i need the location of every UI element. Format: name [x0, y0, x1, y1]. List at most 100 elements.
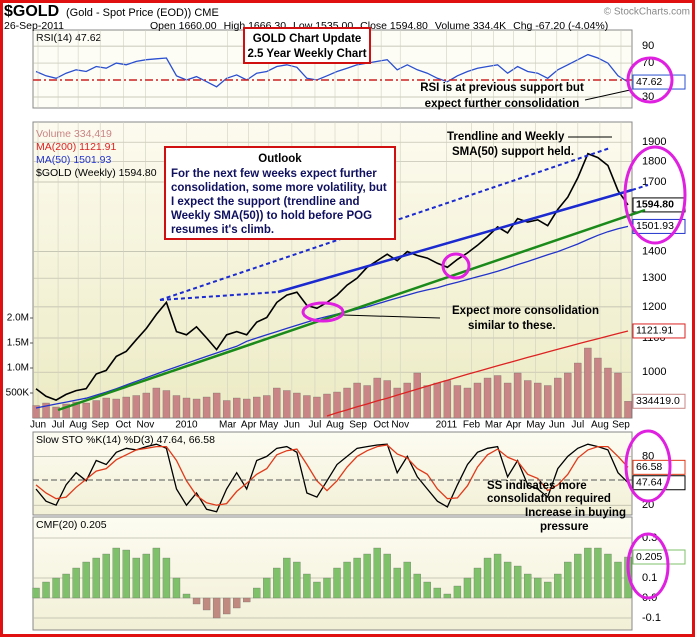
- bar: [624, 401, 632, 419]
- end-label: 66.58: [636, 461, 662, 473]
- trend-note: SMA(50) support held.: [452, 146, 574, 158]
- bar: [574, 362, 582, 419]
- annotations: GOLD Chart Update 2.5 Year Weekly Chart …: [164, 27, 687, 600]
- bar: [263, 395, 271, 419]
- bar: [594, 357, 602, 419]
- bar: [233, 397, 241, 419]
- bar: [473, 567, 482, 599]
- bar: [523, 573, 532, 599]
- end-label-box: [632, 475, 686, 491]
- bar: [333, 391, 341, 419]
- x-tick-label: Apr: [241, 420, 257, 431]
- bar: [343, 387, 351, 419]
- bar: [202, 597, 211, 611]
- bar: [534, 577, 542, 599]
- pointer: [584, 89, 631, 101]
- end-label: 1121.91: [636, 325, 673, 337]
- bar: [233, 597, 241, 609]
- bar: [413, 573, 421, 599]
- bar: [473, 382, 482, 419]
- panel-title: CMF(20) 0.205: [36, 519, 107, 531]
- bar: [353, 557, 361, 599]
- bar: [503, 561, 512, 599]
- quote-item: Close 1594.80: [360, 20, 428, 32]
- x-tick-label: Nov: [391, 420, 409, 431]
- bar: [52, 406, 60, 419]
- bar: [293, 561, 301, 599]
- y-tick-label: 1300: [642, 272, 666, 284]
- bar: [253, 396, 261, 419]
- outlook-line: Weekly SMA(50)) to hold before POG: [171, 210, 372, 222]
- bar: [373, 377, 381, 419]
- bar: [72, 401, 80, 419]
- bar: [393, 567, 401, 599]
- bar: [513, 372, 522, 419]
- bar: [453, 585, 462, 599]
- bar: [343, 561, 351, 599]
- bar: [283, 390, 291, 419]
- quote-item: Chg -67.20 (-4.04%): [513, 20, 608, 32]
- bar: [212, 597, 221, 619]
- bar: [263, 577, 271, 599]
- bar: [62, 573, 70, 599]
- bar: [544, 581, 552, 599]
- bar: [594, 547, 602, 599]
- y-tick-label: 80: [642, 450, 654, 462]
- x-tick-label: Jun: [549, 420, 565, 431]
- bar: [564, 372, 572, 419]
- bar: [523, 380, 532, 419]
- bar: [584, 547, 592, 599]
- highlight: [623, 145, 687, 245]
- end-label: 1501.93: [636, 220, 674, 232]
- bar: [604, 553, 612, 599]
- highlight: [301, 301, 345, 323]
- bar: [614, 561, 622, 599]
- bar: [493, 553, 502, 599]
- bar: [192, 597, 201, 605]
- y-tick-label: -0.1: [642, 612, 661, 624]
- series-line: [35, 152, 629, 401]
- bar: [483, 377, 492, 419]
- bar: [42, 402, 50, 419]
- support-trendline: [57, 208, 646, 412]
- bar: [122, 549, 130, 599]
- x-tick-label: Aug: [326, 420, 344, 431]
- outlook-line: resumes it's climb.: [171, 224, 274, 236]
- bar: [253, 587, 261, 599]
- channel-dotted: [631, 184, 649, 191]
- x-tick-label: Apr: [506, 420, 522, 431]
- bar: [363, 385, 371, 419]
- bar: [172, 395, 181, 419]
- symbol: $GOLD: [4, 3, 59, 20]
- quote-item: Open 1660.00: [150, 20, 217, 32]
- rsi-note: RSI is at previous support but: [420, 82, 584, 94]
- bar: [112, 398, 120, 419]
- bar: [604, 367, 612, 419]
- highlight: [624, 429, 672, 503]
- series-line: [35, 443, 629, 513]
- upper-dotted: [159, 147, 611, 301]
- legend-entry: $GOLD (Weekly) 1594.80: [36, 167, 157, 179]
- panel-title: Slow STO %K(14) %D(3) 47.64, 66.58: [36, 434, 215, 446]
- outlook-line: consolidation, some more volatility, but: [171, 182, 387, 194]
- bar: [443, 593, 452, 599]
- bar: [554, 573, 562, 599]
- x-tick-label: Sep: [612, 420, 630, 431]
- sto-note: SS indicates more: [487, 480, 587, 492]
- bar: [463, 387, 472, 419]
- bar: [323, 577, 331, 599]
- bar: [222, 597, 231, 615]
- x-tick-label: Oct: [116, 420, 132, 431]
- trend-note: Trendline and Weekly: [447, 131, 565, 143]
- legend-entry: MA(200) 1121.91: [36, 141, 117, 153]
- x-tick-label: Jun: [30, 420, 46, 431]
- y-tick-label: 1400: [642, 246, 666, 258]
- end-label: 47.64: [636, 477, 662, 489]
- bar: [182, 593, 191, 599]
- end-label: 334419.0: [636, 395, 680, 407]
- x-tick-label: Mar: [485, 420, 503, 431]
- bar: [403, 382, 411, 419]
- bar: [112, 547, 120, 599]
